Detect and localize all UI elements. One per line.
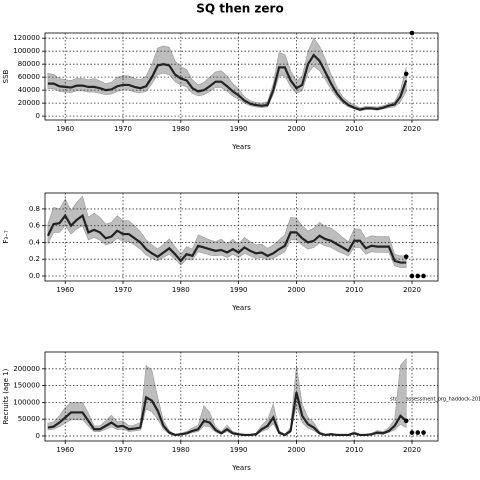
x-tick-label: 2020: [403, 446, 421, 454]
y-tick-label: 0.8: [29, 205, 40, 213]
x-tick-label: 1980: [172, 125, 190, 133]
y-axis-label: Recruits (age 1): [2, 368, 10, 424]
panel: 1960 1970 1980 1990 2000 2010 2020 0.0 0.2 0.4 0.6…: [2, 192, 439, 312]
median-line: [46, 213, 407, 264]
x-tick-label: 2000: [287, 286, 305, 294]
x-tick-label: 1990: [230, 446, 248, 454]
y-tick-label: 50000: [18, 415, 40, 423]
median-line: [47, 53, 408, 111]
y-tick-label: 80000: [18, 60, 40, 68]
confidence-band: [47, 357, 407, 436]
x-tick-label: 1960: [56, 125, 74, 133]
x-axis-label: Years: [231, 304, 251, 312]
panel: 1960 1970 1980 1990 2000 2010 2020 0 20000 40000 6…: [2, 30, 439, 151]
y-tick-label: 120000: [13, 34, 40, 42]
y-axis-label: F₃₋₇: [2, 230, 10, 244]
confidence-band: [47, 37, 407, 112]
x-tick-label: 1980: [172, 286, 190, 294]
x-tick-label: 1990: [230, 286, 248, 294]
x-tick-label: 2000: [287, 446, 305, 454]
y-tick-label: 0.2: [29, 255, 40, 263]
y-tick-label: 200000: [13, 365, 40, 373]
x-tick-label: 2020: [403, 286, 421, 294]
y-tick-label: 100000: [13, 398, 40, 406]
y-tick-label: 60000: [18, 73, 40, 81]
x-axis-label: Years: [231, 464, 251, 472]
x-tick-label: 1990: [230, 125, 248, 133]
projection-point: [421, 430, 426, 435]
x-tick-label: 2010: [345, 125, 363, 133]
x-tick-label: 2010: [345, 446, 363, 454]
projection-point: [403, 254, 409, 259]
y-tick-label: 40000: [18, 86, 40, 94]
y-tick-label: 100000: [13, 47, 40, 55]
y-tick-label: 0: [36, 112, 40, 120]
y-tick-label: 0.0: [29, 272, 40, 280]
y-tick-label: 0.6: [29, 222, 41, 230]
projection-point: [409, 430, 415, 435]
figure-title: SQ then zero: [196, 2, 283, 16]
x-axis-label: Years: [231, 143, 251, 151]
x-tick-label: 2000: [287, 125, 305, 133]
projection-point: [415, 273, 421, 279]
plot-frame: [44, 32, 439, 121]
y-tick-label: 150000: [13, 382, 40, 390]
plot-frame: [44, 192, 439, 282]
projection-point: [415, 430, 421, 435]
x-tick-label: 1970: [114, 446, 132, 454]
x-tick-label: 1970: [114, 125, 132, 133]
x-tick-label: 1970: [114, 286, 132, 294]
projection-point: [403, 71, 409, 77]
projection-point: [403, 418, 409, 424]
median-line: [47, 392, 407, 437]
x-tick-label: 1980: [172, 446, 190, 454]
panel: 1960 1970 1980 1990 2000 2010 2020 0 50000 100000…: [2, 351, 439, 472]
y-tick-label: 0: [36, 432, 40, 440]
y-axis-label: SSB: [2, 69, 10, 83]
plot-frame: [44, 351, 439, 442]
projection-point: [409, 273, 415, 279]
x-tick-label: 2010: [345, 286, 363, 294]
x-tick-label: 1960: [56, 286, 74, 294]
y-tick-label: 20000: [18, 99, 40, 107]
x-tick-label: 1960: [56, 446, 74, 454]
x-tick-label: 2020: [403, 125, 421, 133]
y-tick-label: 0.4: [29, 238, 41, 246]
annotation: stock_assessment_org_haddock-201: [390, 397, 480, 403]
projection-point: [421, 273, 426, 279]
